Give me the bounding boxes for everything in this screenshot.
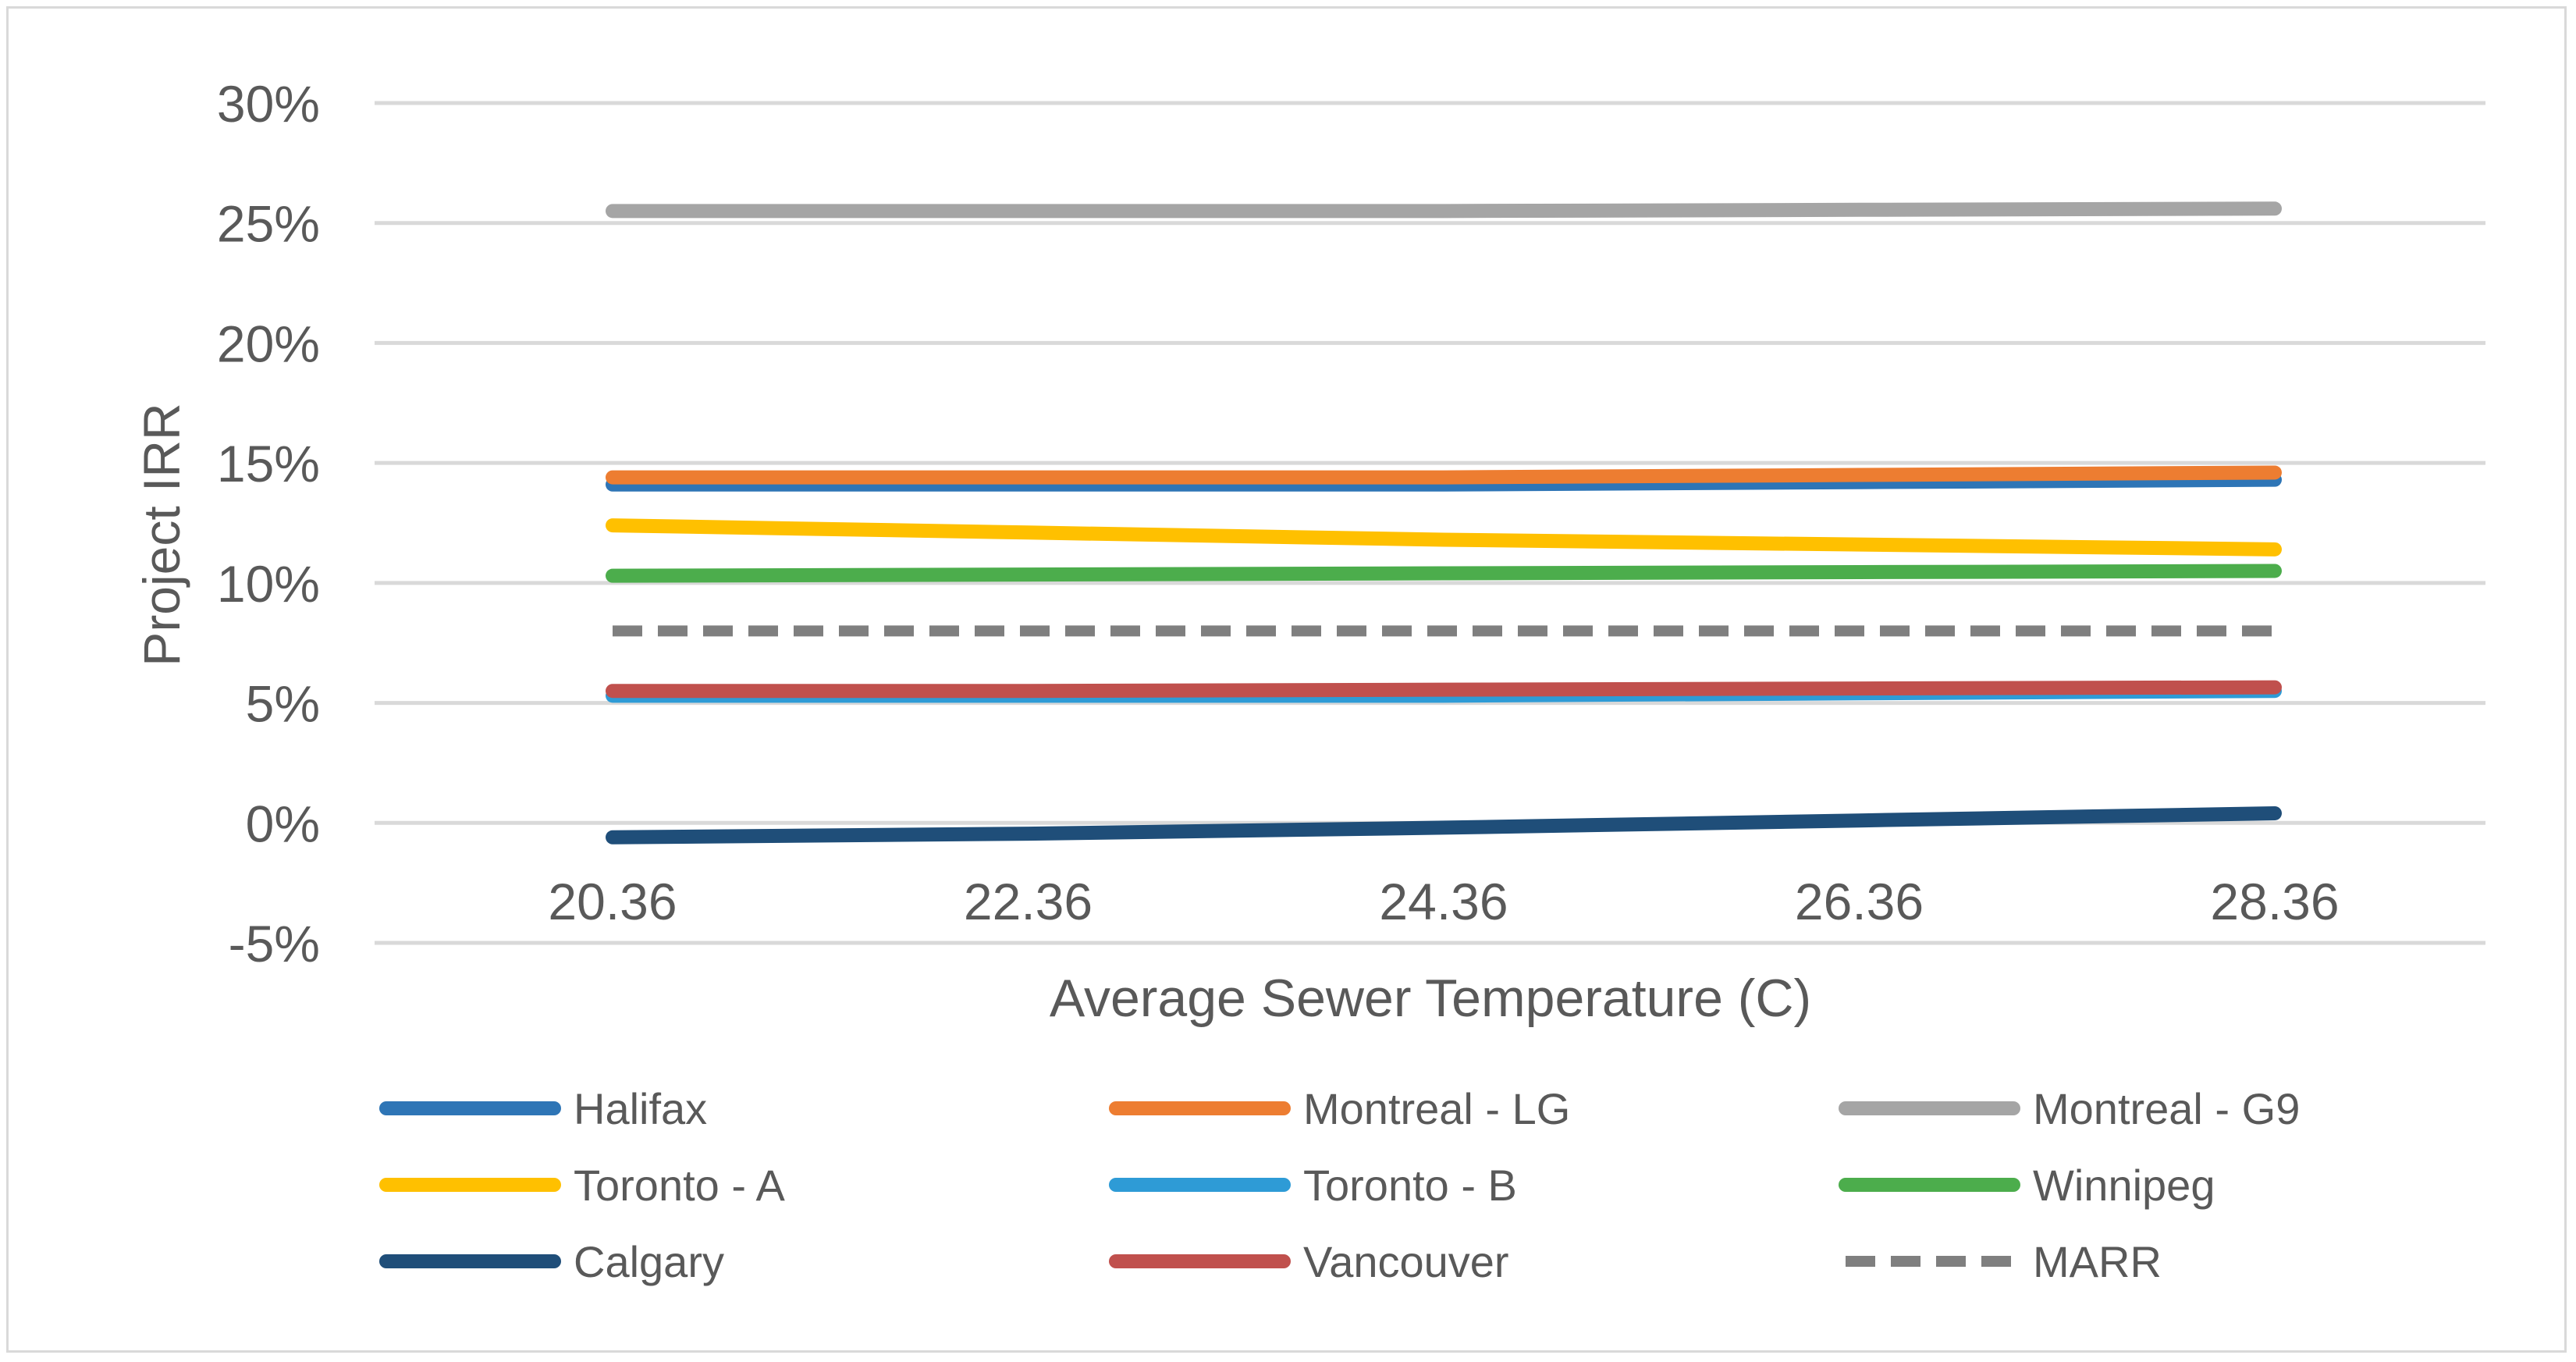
legend-item-vancouver: Vancouver xyxy=(1109,1237,1509,1286)
legend-label: Vancouver xyxy=(1303,1237,1509,1286)
legend-label: Montreal - G9 xyxy=(2033,1084,2300,1133)
y-tick-label: 15% xyxy=(217,435,320,493)
y-tick-label: 0% xyxy=(246,795,320,852)
series-line-toronto-a xyxy=(606,518,2282,557)
legend-item-winnipeg: Winnipeg xyxy=(1839,1161,2215,1210)
series-line-halifax xyxy=(606,472,2282,492)
x-axis-label: Average Sewer Temperature (C) xyxy=(1050,969,1811,1028)
legend-label: Toronto - B xyxy=(1303,1161,1517,1210)
chart-frame xyxy=(6,6,2567,1353)
y-tick-label: 10% xyxy=(217,555,320,613)
series-lines xyxy=(606,201,2282,845)
legend-item-montreal-g9: Montreal - G9 xyxy=(1839,1084,2300,1133)
legend: Halifax Montreal - LG Montreal - G9 Toronto… xyxy=(379,1084,2300,1286)
legend-item-toronto-a: Toronto - A xyxy=(379,1161,785,1210)
y-tick-label: 5% xyxy=(246,675,320,733)
series-line-montreal-g9 xyxy=(606,201,2282,219)
series-line-winnipeg xyxy=(606,564,2282,583)
y-tick-label: 20% xyxy=(217,315,320,372)
series-line-vancouver xyxy=(606,680,2282,699)
y-tick-label: 30% xyxy=(217,75,320,133)
legend-label: Winnipeg xyxy=(2033,1161,2215,1210)
legend-item-montreal-lg: Montreal - LG xyxy=(1109,1084,1570,1133)
x-tick-label: 20.36 xyxy=(548,873,677,930)
x-tick-label: 24.36 xyxy=(1379,873,1508,930)
legend-label: Calgary xyxy=(574,1237,724,1286)
y-axis-label: Project IRR xyxy=(133,403,190,666)
legend-label: MARR xyxy=(2033,1237,2162,1286)
legend-label: Halifax xyxy=(574,1084,707,1133)
x-tick-label: 28.36 xyxy=(2210,873,2339,930)
gridlines xyxy=(375,101,2485,945)
legend-label: Toronto - A xyxy=(574,1161,785,1210)
legend-label: Montreal - LG xyxy=(1303,1084,1570,1133)
y-tick-label: 25% xyxy=(217,195,320,253)
series-line-montreal-lg xyxy=(606,465,2282,485)
legend-item-toronto-b: Toronto - B xyxy=(1109,1161,1517,1210)
y-tick-labels: -5% 0% 5% 10% 15% 20% 25% 30% xyxy=(217,75,320,973)
series-line-calgary xyxy=(606,805,2282,845)
legend-item-halifax: Halifax xyxy=(379,1084,707,1133)
x-tick-labels: 20.36 22.36 24.36 26.36 28.36 xyxy=(548,873,2339,930)
x-tick-label: 26.36 xyxy=(1795,873,1924,930)
legend-item-calgary: Calgary xyxy=(379,1237,724,1286)
legend-item-marr: MARR xyxy=(1846,1237,2162,1286)
x-tick-label: 22.36 xyxy=(964,873,1093,930)
y-tick-label: -5% xyxy=(229,915,320,973)
